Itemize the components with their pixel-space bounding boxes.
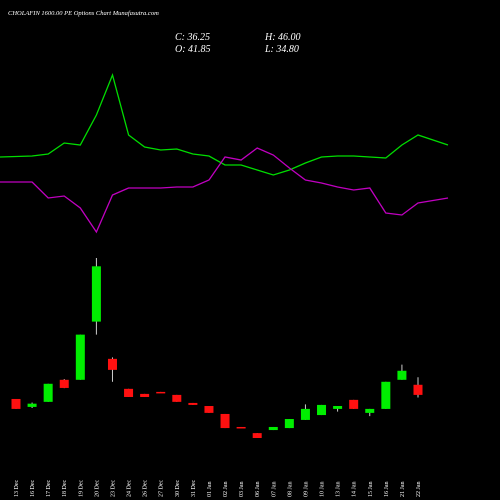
x-tick-label: 13 Jan [336,482,342,498]
candle-body [236,426,246,429]
candle-body [252,433,262,438]
candle-body [284,419,294,429]
candle-body [413,384,423,395]
x-tick-label: 26 Dec [143,480,149,497]
candle-body [381,381,391,409]
x-tick-label: 30 Dec [175,480,181,497]
indicator-line [0,147,449,234]
candle-body [11,398,21,409]
candle-body [91,266,101,322]
x-tick-label: 20 Dec [94,480,100,497]
x-tick-label: 07 Jan [271,482,277,498]
x-tick-label: 15 Jan [368,482,374,498]
candle-body [317,404,327,416]
candle-body [365,408,375,413]
candle-body [172,394,182,402]
candle-body [204,406,214,413]
candle-body [349,399,359,409]
x-tick-label: 27 Dec [159,480,165,497]
candle-body [59,379,69,388]
candle-body [107,358,117,370]
candle-body [43,383,53,402]
x-tick-label: 24 Dec [127,480,133,497]
candle-body [124,388,134,397]
ohlc-open: O: 41.85 [175,44,211,55]
x-tick-label: 19 Dec [78,480,84,497]
indicator-line [0,72,449,176]
x-tick-label: 08 Jan [287,482,293,498]
x-tick-label: 10 Jan [320,482,326,498]
x-tick-label: 22 Jan [416,482,422,498]
candle-body [188,402,198,405]
x-tick-label: 17 Dec [46,480,52,497]
chart-title: CHOLAFIN 1600.00 PE Options Chart Munafa… [8,10,159,17]
x-tick-label: 21 Jan [400,482,406,498]
candle-body [397,370,407,380]
ohlc-close: C: 36.25 [175,32,210,43]
x-tick-label: 16 Dec [30,480,36,497]
x-tick-label: 31 Dec [191,480,197,497]
candle-body [300,408,310,420]
x-tick-label: 06 Jan [255,482,261,498]
x-tick-label: 01 Jan [207,482,213,498]
x-tick-label: 02 Jan [223,482,229,498]
candle-body [156,391,166,394]
x-tick-label: 09 Jan [303,482,309,498]
x-tick-label: 14 Jan [352,482,358,498]
candle-body [268,426,278,431]
candle-body [220,413,230,429]
candle-body [75,334,85,380]
ohlc-low: L: 34.80 [264,44,299,55]
ohlc-high: H: 46.00 [264,32,301,43]
x-tick-label: 23 Dec [110,480,116,497]
candle-body [27,403,37,407]
candle-body [333,406,343,409]
x-tick-label: 03 Jan [239,482,245,498]
x-tick-label: 13 Dec [14,480,20,497]
x-tick-label: 16 Jan [384,482,390,498]
x-tick-label: 18 Dec [62,480,68,497]
candle-body [140,393,150,397]
